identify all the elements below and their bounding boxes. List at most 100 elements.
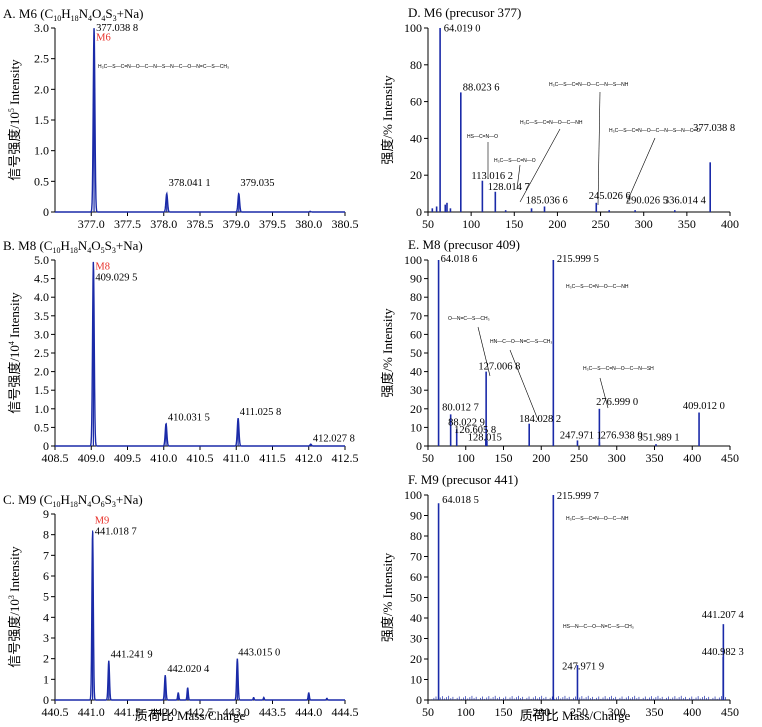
y-axis-label: 强度/% Intensity <box>380 552 395 642</box>
x-axis-label-right: 质荷比 Mass/Charge <box>520 708 631 723</box>
x-tick-label: 377.5 <box>114 217 141 231</box>
y-tick-label: 100 <box>404 253 422 267</box>
x-tick-label: 444.5 <box>332 705 359 719</box>
peak-label: 276.999 0 <box>596 397 638 408</box>
x-tick-label: 100 <box>457 451 475 465</box>
peak-label: 336.014 4 <box>664 196 707 207</box>
leader-line <box>477 326 491 377</box>
y-tick-label: 30 <box>410 383 422 397</box>
y-tick-label: 20 <box>410 652 422 666</box>
structure-f-1: H₃C—S—C=N—O—C—NH <box>566 516 629 522</box>
y-tick-label: 3.0 <box>34 21 49 35</box>
y-tick-label: 2.5 <box>34 52 49 66</box>
peak-label: 441.207 4 <box>702 610 745 621</box>
panel-title: F. M9 (precusor 441) <box>408 472 518 487</box>
y-tick-label: 5 <box>43 590 49 604</box>
x-tick-label: 50 <box>422 217 434 231</box>
y-tick-label: 2.0 <box>34 365 49 379</box>
y-tick-label: 3 <box>43 631 49 645</box>
x-tick-label: 300 <box>635 217 653 231</box>
y-tick-label: 100 <box>404 488 422 502</box>
structure-d-main: H₃C—S—C=N—O—C—N—S—NH <box>549 82 629 88</box>
peak-label: 412.027 8 <box>313 434 355 445</box>
y-tick-label: 0.5 <box>34 174 49 188</box>
peak-label: 80.012 7 <box>442 403 479 414</box>
panel-title: A. M6 (C10H18N4O4S3+Na) <box>3 6 143 23</box>
peak-label: 378.041 1 <box>169 178 211 189</box>
panel-title: D. M6 (precusor 377) <box>408 5 521 20</box>
y-tick-label: 60 <box>410 95 422 109</box>
peak-label: 290.026 5 <box>626 196 668 207</box>
x-tick-label: 380.0 <box>295 217 322 231</box>
peak-label: 128.015 <box>468 432 502 443</box>
x-tick-label: 400 <box>683 451 701 465</box>
y-tick-label: 2.5 <box>34 346 49 360</box>
y-tick-label: 2.0 <box>34 82 49 96</box>
structure-e-3: HN—C—O—N=C—S—CH₃ <box>490 339 552 345</box>
panel-e: 50 100 150 200 250 300 350 400 450 0 10 20 30 40 50 60 7… <box>380 237 739 465</box>
x-tick-label: 410.5 <box>187 451 214 465</box>
y-tick-label: 0 <box>416 205 422 219</box>
peak-label: 247.971 9 <box>562 661 604 672</box>
panel-a: 377.0 377.5 378.0 378.5 379.0 379.5 380.0 380.5… <box>3 6 359 231</box>
x-tick-label: 441.5 <box>114 705 141 719</box>
x-tick-label: 412.5 <box>332 451 359 465</box>
structure-a: H₃C—S—C=N—O—C—N—S—N—C—O—N=C—S—CH₃ <box>98 64 229 70</box>
x-tick-label: 350 <box>646 705 664 719</box>
y-tick-label: 70 <box>410 550 422 564</box>
y-tick-label: 6 <box>43 569 49 583</box>
peak-label: 126.605 8 <box>454 425 496 436</box>
x-tick-label: 378.5 <box>187 217 214 231</box>
x-tick-label: 100 <box>462 217 480 231</box>
compound-label: M9 <box>95 515 110 526</box>
y-tick-label: 0.5 <box>34 420 49 434</box>
compound-label: M8 <box>95 261 110 272</box>
y-tick-label: 10 <box>410 673 422 687</box>
spectrum-line <box>55 262 345 447</box>
x-tick-label: 411.0 <box>223 451 250 465</box>
peak-label: 409.029 5 <box>95 272 137 283</box>
peak-label: 64.018 5 <box>442 495 479 506</box>
spectrum-line <box>55 28 345 213</box>
y-tick-label: 90 <box>410 272 422 286</box>
peak-label: 113.016 2 <box>471 171 513 182</box>
y-tick-label: 30 <box>410 632 422 646</box>
x-axis-label-left: 质荷比 Mass/Charge <box>135 708 246 723</box>
y-tick-label: 70 <box>410 309 422 323</box>
x-tick-label: 200 <box>548 217 566 231</box>
y-tick-label: 40 <box>410 611 422 625</box>
x-tick-label: 100 <box>457 705 475 719</box>
panel-c: 440.5 441.0 441.5 442.0 442.5 443.0 443.5 444.0… <box>3 492 359 719</box>
y-tick-label: 80 <box>410 290 422 304</box>
x-tick-label: 380.5 <box>332 217 359 231</box>
x-tick-label: 450 <box>721 705 739 719</box>
x-tick-label: 300 <box>608 451 626 465</box>
y-tick-label: 4.5 <box>34 272 49 286</box>
peak-label: 88.023 6 <box>463 83 500 94</box>
peak-label: 443.015 0 <box>238 648 280 659</box>
panel-b: 408.5 409.0 409.5 410.0 410.5 411.0 411.5 412.0… <box>3 238 359 465</box>
y-tick-label: 3.5 <box>34 309 49 323</box>
x-tick-label: 350 <box>678 217 696 231</box>
x-tick-label: 411.5 <box>259 451 286 465</box>
peak-label: 441.241 9 <box>111 650 153 661</box>
peak-label: 64.018 6 <box>441 254 478 265</box>
x-tick-label: 409.5 <box>114 451 141 465</box>
structure-e-4: H₃C—S—C=N—O—C—N—SH <box>583 366 654 372</box>
x-tick-label: 200 <box>532 705 550 719</box>
structure-d-2: H₃C—S—C=N—O—C—N—S—N—C=O <box>609 128 700 134</box>
y-tick-label: 40 <box>410 365 422 379</box>
x-tick-label: 50 <box>422 451 434 465</box>
panel-title: E. M8 (precusor 409) <box>408 237 520 252</box>
y-tick-label: 60 <box>410 327 422 341</box>
y-axis-label: 信号强度/104 Intensity <box>7 292 22 414</box>
spectrum-line <box>55 532 345 701</box>
x-tick-label: 300 <box>608 705 626 719</box>
structure-e-1: H₃C—S—C=N—O—C—NH <box>566 284 629 290</box>
y-tick-label: 1.5 <box>34 113 49 127</box>
leader-line <box>626 137 656 203</box>
y-tick-label: 3.0 <box>34 327 49 341</box>
y-tick-label: 100 <box>404 21 422 35</box>
y-tick-label: 20 <box>410 402 422 416</box>
